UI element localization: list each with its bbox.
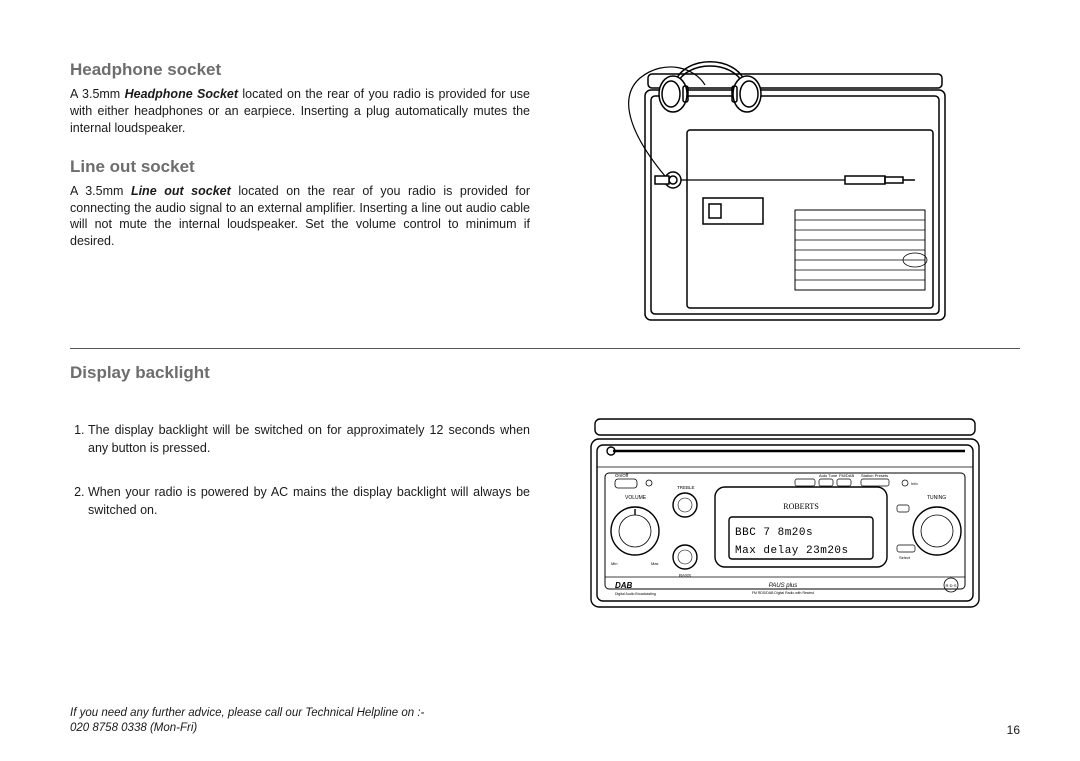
label-rds: R·D·S [945, 583, 956, 588]
lineout-bold: Line out socket [131, 184, 231, 198]
backlight-heading: Display backlight [70, 363, 1020, 383]
label-presets: Station Presets [861, 473, 888, 478]
backlight-step-1: The display backlight will be switched o… [88, 421, 530, 457]
front-panel-labels: VOLUME TREBLE BASS TUNING On/Off Min Max… [611, 473, 957, 596]
page-footer: If you need any further advice, please c… [70, 706, 1020, 737]
text-column-top: Headphone socket A 3.5mm Headphone Socke… [70, 60, 530, 330]
label-pausplus: PAUS plus [769, 583, 798, 589]
label-min: Min [611, 561, 617, 566]
lcd-line1: BBC 7 8m20s [735, 527, 813, 539]
backlight-steps: The display backlight will be switched o… [70, 421, 530, 520]
lineout-prefix: A 3.5mm [70, 184, 131, 198]
label-volume: VOLUME [625, 495, 647, 501]
backlight-step-2: When your radio is powered by AC mains t… [88, 483, 530, 519]
label-tagline: FM RDS/DAB Digital Radio with Rewind [752, 591, 814, 595]
headphones-icon [659, 62, 761, 112]
label-tuning: TUNING [927, 495, 946, 501]
bottom-section: The display backlight will be switched o… [70, 389, 1020, 619]
label-bass: BASS [679, 573, 691, 578]
section-divider [70, 348, 1020, 349]
label-brand: ROBERTS [783, 502, 819, 511]
footer-help: If you need any further advice, please c… [70, 706, 424, 737]
label-dab-sub: Digital Audio Broadcasting [615, 592, 656, 596]
headphone-paragraph: A 3.5mm Headphone Socket located on the … [70, 86, 530, 137]
label-select: Select [899, 555, 911, 560]
footer-phone: 020 8758 0338 (Mon-Fri) [70, 722, 197, 734]
label-dab: DAB [615, 581, 633, 590]
top-section: Headphone socket A 3.5mm Headphone Socke… [70, 60, 1020, 330]
page-number: 16 [1007, 723, 1020, 737]
label-autotune: Auto Tune [819, 473, 838, 478]
front-radio-diagram: VOLUME TREBLE BASS TUNING On/Off Min Max… [585, 409, 985, 619]
label-treble: TREBLE [677, 485, 695, 490]
label-max: Max [651, 561, 659, 566]
rear-diagram-container [550, 60, 1020, 330]
label-onoff: On/Off [615, 473, 629, 478]
lineout-paragraph: A 3.5mm Line out socket located on the r… [70, 183, 530, 251]
rear-radio-diagram [595, 60, 975, 330]
front-diagram-container: VOLUME TREBLE BASS TUNING On/Off Min Max… [550, 389, 1020, 619]
headphone-heading: Headphone socket [70, 60, 530, 80]
headphone-bold: Headphone Socket [125, 87, 238, 101]
text-column-bottom: The display backlight will be switched o… [70, 389, 530, 619]
headphone-prefix: A 3.5mm [70, 87, 125, 101]
label-fmdab: FM/DAB [839, 473, 854, 478]
footer-help-text: If you need any further advice, please c… [70, 707, 424, 719]
lineout-heading: Line out socket [70, 157, 530, 177]
lcd-line2: Max delay 23m20s [735, 545, 849, 557]
label-info: Info [911, 481, 918, 486]
